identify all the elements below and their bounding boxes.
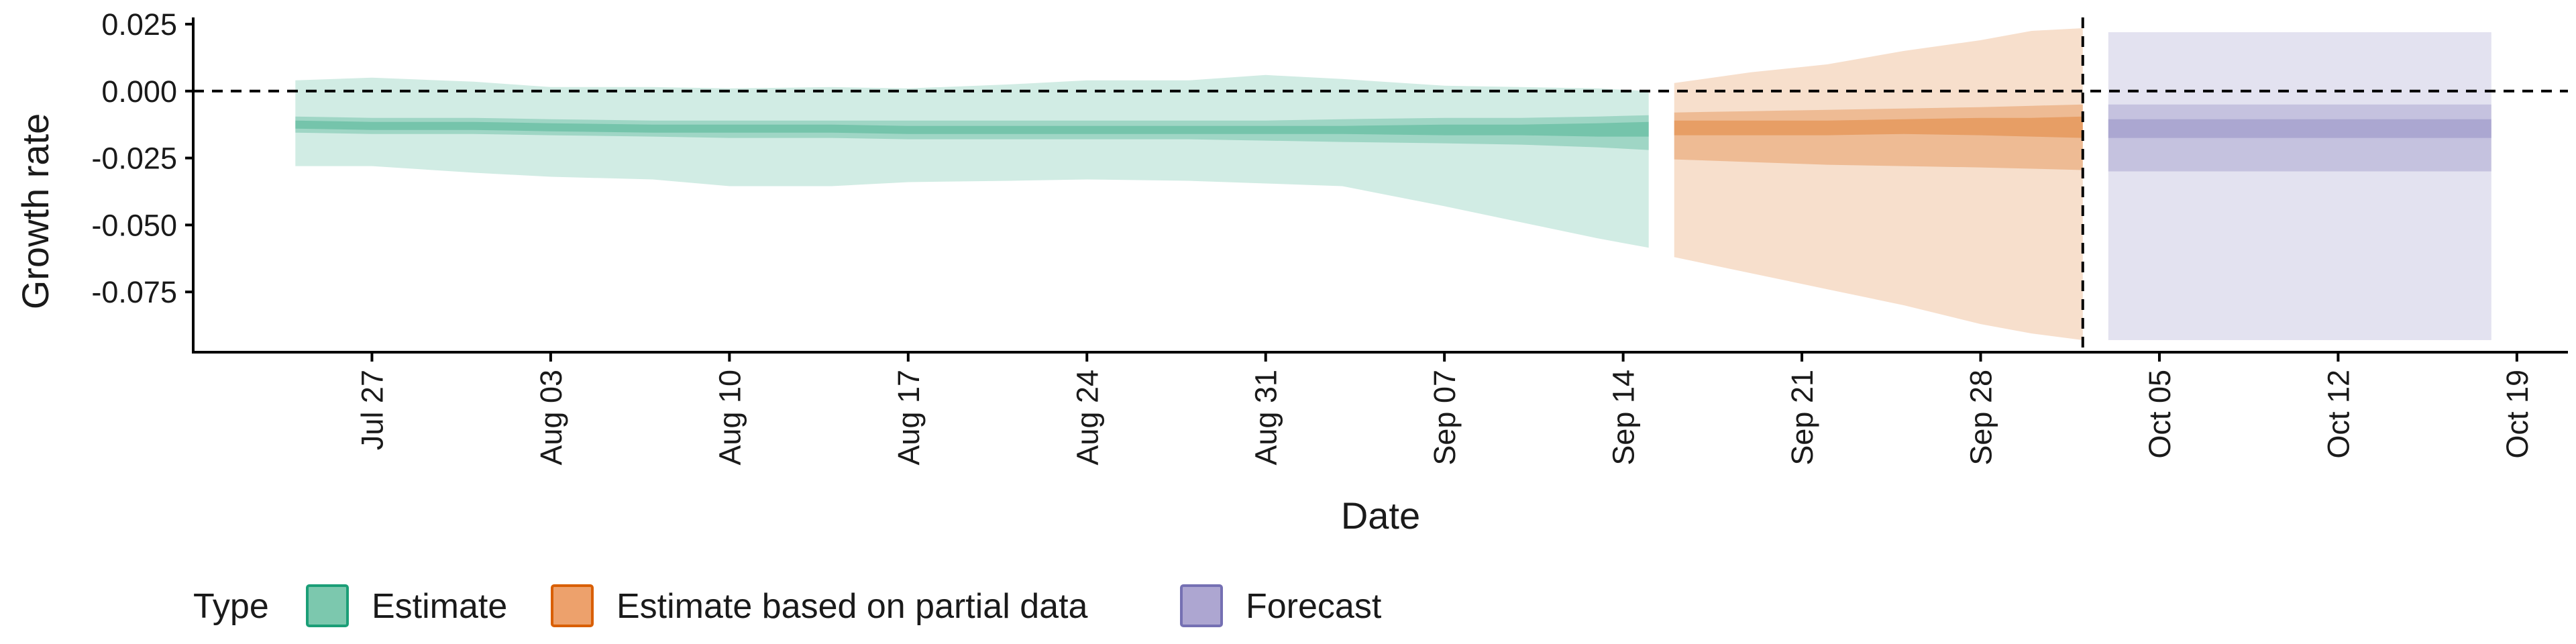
estimate-based-on-partial-data-band-50 bbox=[1674, 104, 2083, 170]
series-estimate bbox=[295, 74, 1649, 248]
x-tick-label: Sep 21 bbox=[1785, 370, 1819, 466]
y-tick-label: 0.000 bbox=[101, 74, 177, 109]
x-tick-label: Aug 31 bbox=[1249, 370, 1283, 466]
x-tick-label: Sep 28 bbox=[1964, 370, 1998, 466]
legend-item-estimate: Estimate bbox=[306, 584, 507, 627]
forecast-band-20 bbox=[2108, 119, 2491, 138]
axes: 0.025 0.000 -0.025 -0.050 -0.075 Jul 27 Aug 03… bbox=[91, 7, 2568, 466]
legend-swatch bbox=[306, 584, 349, 627]
y-tick-label: -0.075 bbox=[91, 275, 177, 309]
y-tick-label: -0.050 bbox=[91, 208, 177, 242]
x-axis-title: Date bbox=[1341, 494, 1420, 537]
y-tick-label: -0.025 bbox=[91, 142, 177, 176]
y-tick-label: 0.025 bbox=[101, 7, 177, 42]
x-tick-label: Oct 19 bbox=[2500, 370, 2534, 459]
legend-item-estimate-based-on-partial-data: Estimate based on partial data bbox=[551, 584, 1088, 627]
x-tick-label: Aug 03 bbox=[534, 370, 568, 466]
legend-swatch bbox=[1180, 584, 1223, 627]
series-forecast bbox=[2108, 32, 2491, 340]
series-bands bbox=[295, 28, 2491, 340]
forecast-band-90 bbox=[2108, 32, 2491, 340]
legend-swatch bbox=[551, 584, 594, 627]
x-tick-label: Aug 17 bbox=[892, 370, 926, 466]
estimate-band-90 bbox=[295, 74, 1649, 248]
legend-label: Estimate bbox=[372, 587, 507, 626]
estimate-based-on-partial-data-band-90 bbox=[1674, 28, 2083, 340]
legend-label: Estimate based on partial data bbox=[616, 587, 1088, 626]
x-tick-label: Jul 27 bbox=[356, 370, 390, 450]
estimate-band-20 bbox=[295, 120, 1649, 137]
estimate-band-50 bbox=[295, 115, 1649, 150]
estimate-based-on-partial-data-band-20 bbox=[1674, 116, 2083, 138]
forecast-band-50 bbox=[2108, 104, 2491, 172]
reference-lines bbox=[193, 17, 2568, 352]
x-tick-label: Oct 05 bbox=[2143, 370, 2177, 459]
x-tick-label: Sep 07 bbox=[1428, 370, 1462, 466]
series-estimate-based-on-partial-data bbox=[1674, 28, 2083, 340]
y-axis-title: Growth rate bbox=[14, 113, 56, 310]
x-tick-label: Aug 24 bbox=[1070, 370, 1104, 466]
x-tick-label: Aug 10 bbox=[712, 370, 747, 466]
legend: Type Estimate Estimate based on partial da… bbox=[193, 584, 1382, 627]
x-tick-label: Oct 12 bbox=[2321, 370, 2355, 459]
legend-title: Type bbox=[193, 587, 269, 626]
legend-label: Forecast bbox=[1246, 587, 1382, 626]
legend-item-forecast: Forecast bbox=[1180, 584, 1382, 627]
x-tick-label: Sep 14 bbox=[1607, 370, 1641, 466]
